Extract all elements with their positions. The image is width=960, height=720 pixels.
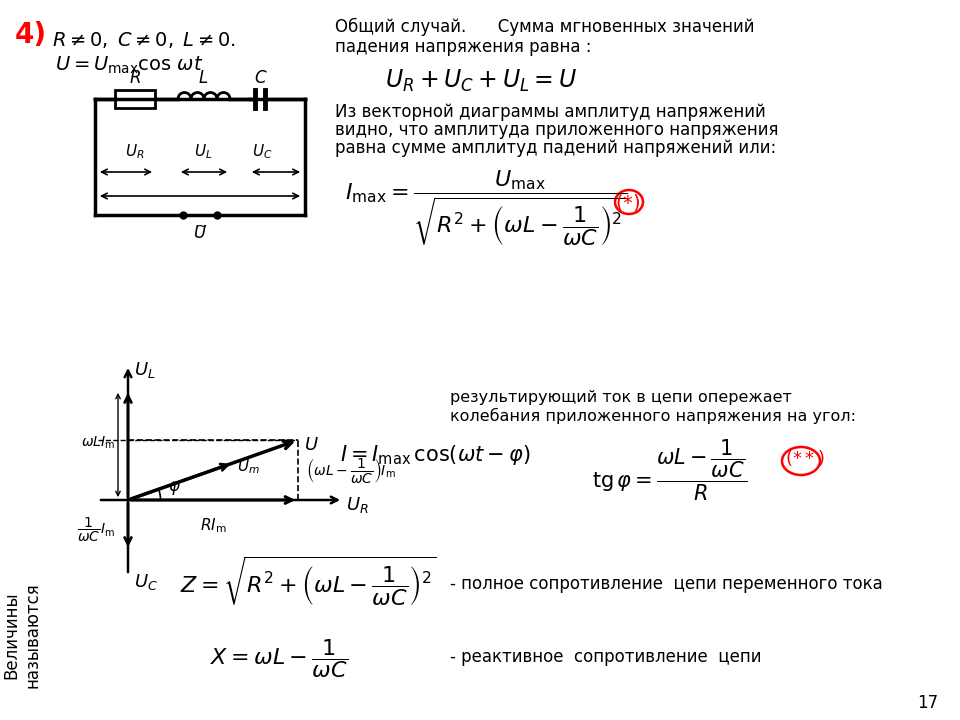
Text: $I_{\rm max} = \dfrac{U_{\rm max}}{\sqrt{R^2 + \left(\omega L - \dfrac{1}{\omega: $I_{\rm max} = \dfrac{U_{\rm max}}{\sqrt… — [345, 168, 627, 248]
Text: колебания приложенного напряжения на угол:: колебания приложенного напряжения на уго… — [450, 408, 856, 424]
Text: $U$: $U$ — [193, 224, 207, 242]
Text: $U$: $U$ — [304, 436, 319, 454]
Text: $\sim$: $\sim$ — [193, 218, 207, 232]
Text: $R \neq 0,\;C \neq 0,\;L \neq 0.$: $R \neq 0,\;C \neq 0,\;L \neq 0.$ — [52, 30, 236, 50]
Text: $\left(\omega L - \dfrac{1}{\omega C}\right)I_{\rm m}$: $\left(\omega L - \dfrac{1}{\omega C}\ri… — [306, 456, 396, 485]
Text: $Z = \sqrt{R^2 + \left(\omega L - \dfrac{1}{\omega C}\right)^2}$: $Z = \sqrt{R^2 + \left(\omega L - \dfrac… — [180, 555, 437, 608]
Text: Общий случай.      Сумма мгновенных значений: Общий случай. Сумма мгновенных значений — [335, 18, 755, 36]
Text: $RI_{\rm m}$: $RI_{\rm m}$ — [200, 516, 227, 535]
Text: $(*)$: $(*)$ — [615, 192, 640, 213]
Text: $C$: $C$ — [254, 69, 268, 87]
Text: - полное сопротивление  цепи переменного тока: - полное сопротивление цепи переменного … — [450, 575, 883, 593]
Text: $U = U_{\rm max}\cos\,\omega t$: $U = U_{\rm max}\cos\,\omega t$ — [55, 55, 204, 76]
Text: $U_R$: $U_R$ — [125, 143, 145, 161]
Text: падения напряжения равна :: падения напряжения равна : — [335, 38, 591, 56]
Text: $U_C$: $U_C$ — [252, 143, 273, 161]
Bar — [115, 90, 155, 108]
Text: равна сумме амплитуд падений напряжений или:: равна сумме амплитуд падений напряжений … — [335, 139, 777, 157]
Text: $U_L$: $U_L$ — [134, 360, 156, 380]
Text: $\omega L I_{\rm m}$: $\omega L I_{\rm m}$ — [81, 435, 115, 451]
Text: $U_C$: $U_C$ — [134, 572, 158, 592]
Text: $X = \omega L - \dfrac{1}{\omega C}$: $X = \omega L - \dfrac{1}{\omega C}$ — [210, 637, 348, 680]
Text: $U_R$: $U_R$ — [346, 495, 369, 515]
Text: видно, что амплитуда приложенного напряжения: видно, что амплитуда приложенного напряж… — [335, 121, 779, 139]
Text: $(**)$: $(**)$ — [785, 448, 825, 468]
Text: 4): 4) — [15, 21, 47, 49]
Text: Из векторной диаграммы амплитуд напряжений: Из векторной диаграммы амплитуд напряжен… — [335, 103, 766, 121]
Text: ${\rm tg}\,\varphi = \dfrac{\omega L - \dfrac{1}{\omega C}}{R}$: ${\rm tg}\,\varphi = \dfrac{\omega L - \… — [592, 438, 748, 503]
Text: $I = I_{\rm max}\,\cos\!\left(\omega t - \varphi\right)$: $I = I_{\rm max}\,\cos\!\left(\omega t -… — [340, 443, 531, 467]
Text: 17: 17 — [918, 694, 939, 712]
Text: $L$: $L$ — [198, 69, 208, 87]
Text: $U_R + U_C + U_L = U$: $U_R + U_C + U_L = U$ — [385, 68, 577, 94]
Text: $R$: $R$ — [129, 69, 141, 87]
Text: - реактивное  сопротивление  цепи: - реактивное сопротивление цепи — [450, 648, 761, 666]
Text: $\dfrac{1}{\omega C} I_{\rm m}$: $\dfrac{1}{\omega C} I_{\rm m}$ — [77, 516, 115, 544]
Text: результирующий ток в цепи опережает: результирующий ток в цепи опережает — [450, 390, 792, 405]
Text: $U_m$: $U_m$ — [237, 458, 260, 477]
Text: $\varphi$: $\varphi$ — [168, 479, 180, 497]
Text: Величины
называются: Величины называются — [3, 582, 41, 688]
Text: $U_L$: $U_L$ — [194, 143, 212, 161]
